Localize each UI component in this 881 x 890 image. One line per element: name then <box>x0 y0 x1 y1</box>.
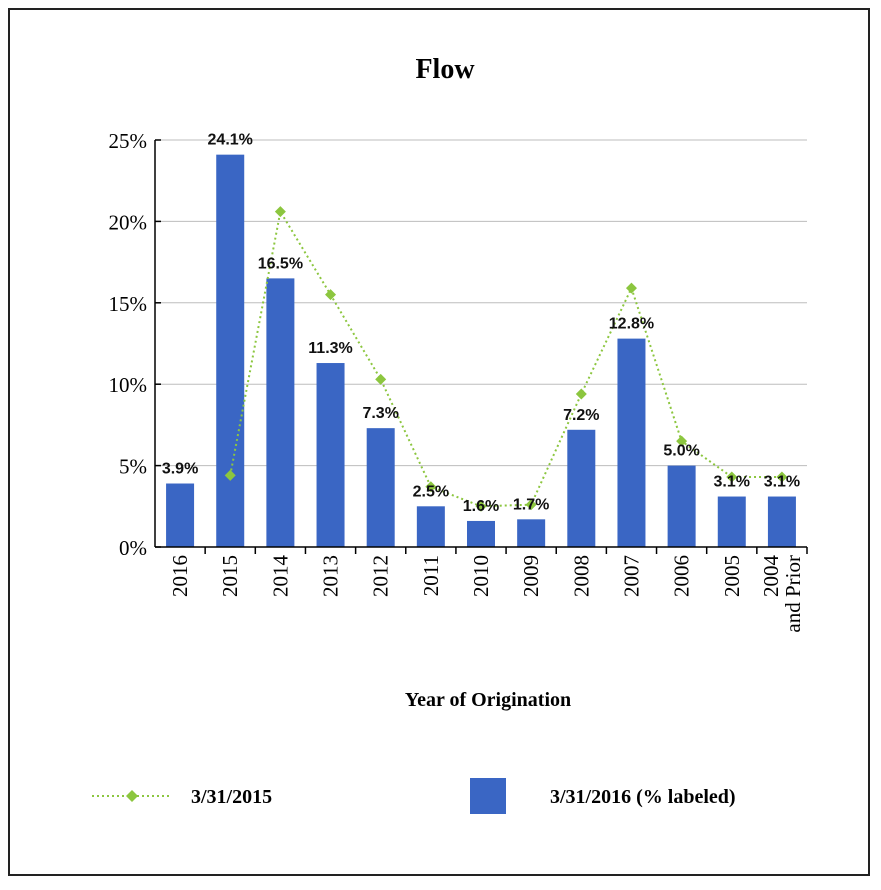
bar <box>216 154 245 548</box>
x-tick-label: 2006 <box>670 555 694 597</box>
bar <box>667 465 696 547</box>
bar <box>467 520 495 547</box>
x-tick-label: 2013 <box>319 555 343 597</box>
bar <box>517 519 546 547</box>
bar <box>717 496 746 547</box>
bar <box>767 496 796 547</box>
legend: 3/31/2015 3/31/2016 (% labeled) <box>92 778 736 814</box>
x-tick-label: 2010 <box>469 555 493 597</box>
bar-data-label: 12.8% <box>609 316 654 333</box>
line-marker <box>525 499 537 511</box>
line-marker <box>224 469 236 481</box>
y-tick-label: 5% <box>119 455 147 479</box>
x-tick-label: 2005 <box>720 555 744 597</box>
legend-label: 3/31/2015 <box>191 786 272 808</box>
x-tick-label: 2016 <box>168 555 192 597</box>
line-marker <box>274 206 286 218</box>
legend-bar-swatch <box>470 778 506 814</box>
bar <box>567 429 596 547</box>
x-axis-label: Year of Origination <box>405 689 571 711</box>
bar <box>166 483 195 547</box>
bar <box>617 338 646 547</box>
legend-label: 3/31/2016 (% labeled) <box>550 786 736 808</box>
bar-data-label: 3.1% <box>764 474 800 491</box>
x-tick-label: 2009 <box>519 555 543 597</box>
line-marker <box>726 471 738 483</box>
chart: Flow 0%5%10%15%20%25% 2016 2015 2014 2013 20… <box>92 54 808 814</box>
line-marker <box>575 388 587 400</box>
y-tick-label: 25% <box>109 129 148 153</box>
chart-frame: Flow 0% 5% 10% 15% 20% 25% 2016 2015 2014 2013 20… <box>8 8 870 876</box>
gridlines <box>155 139 807 467</box>
legend-diamond-swatch <box>126 790 138 802</box>
y-tick-label: 20% <box>109 210 148 234</box>
bar <box>416 506 445 547</box>
x-tick-label: 2004and Prior <box>759 555 805 633</box>
x-tick-label: 2011 <box>419 555 443 596</box>
y-axis: 0% 5% 10% 15% 20% 25% <box>109 129 161 560</box>
line-marker <box>676 435 688 447</box>
bar-data-label: 5.0% <box>663 443 699 460</box>
x-tick-label: 2014 <box>268 555 292 598</box>
bar-data-label: 11.3% <box>308 340 352 357</box>
y-tick-label: 15% <box>109 292 148 316</box>
x-tick-label: 2007 <box>619 555 643 597</box>
bar-data-label: 2.5% <box>413 483 449 500</box>
bar-data-label: 24.1% <box>208 132 253 149</box>
chart-title: Flow <box>415 54 475 85</box>
line-marker <box>325 289 337 301</box>
line-marker <box>375 373 387 385</box>
line-marker <box>475 500 487 512</box>
bar-series <box>166 154 796 548</box>
line-marker <box>425 481 437 493</box>
bar <box>266 278 295 547</box>
bar-data-label: 3.1% <box>714 474 750 491</box>
line-path <box>229 208 782 508</box>
bar-data-label: 1.7% <box>513 496 549 513</box>
x-tick-label: 2008 <box>569 555 593 597</box>
bar-data-label: 3.9% <box>162 461 198 478</box>
bar-data-label: 16.5% <box>258 255 303 272</box>
bar-data-label: 7.2% <box>563 407 599 424</box>
bar <box>316 363 345 547</box>
bar-data-label: 1.6% <box>463 498 499 515</box>
line-series <box>224 206 788 512</box>
bar <box>366 428 395 547</box>
x-tick-label: 2015 <box>218 555 242 597</box>
bar-data-label: 7.3% <box>362 405 398 422</box>
x-tick-label: 2012 <box>369 555 393 597</box>
data-labels: 3.9% 24.1% 16.5% 11.3% 7.3% 2.5% 1.6% 1.7% 7.2% 1… <box>162 132 800 515</box>
line-marker <box>625 282 637 294</box>
y-tick-label: 0% <box>119 536 147 560</box>
x-axis: 2016 2015 2014 2013 2012 2011 2010 2009 2008 2007… <box>155 546 808 633</box>
line-marker <box>776 471 788 483</box>
y-tick-label: 10% <box>109 373 148 397</box>
